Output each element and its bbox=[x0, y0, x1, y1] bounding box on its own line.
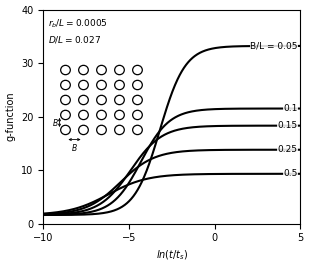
Text: 0.15: 0.15 bbox=[277, 121, 298, 130]
Y-axis label: g-function: g-function bbox=[6, 92, 15, 142]
Text: 0.1: 0.1 bbox=[283, 104, 298, 113]
Text: 0.25: 0.25 bbox=[278, 145, 298, 154]
Text: $r_b/L = 0.0005$: $r_b/L = 0.0005$ bbox=[48, 18, 108, 30]
Text: B/L = 0.05: B/L = 0.05 bbox=[250, 42, 298, 50]
X-axis label: $ln(t/t_s)$: $ln(t/t_s)$ bbox=[155, 249, 188, 262]
Text: $B$: $B$ bbox=[52, 117, 59, 128]
Text: $B$: $B$ bbox=[71, 142, 78, 153]
Text: 0.5: 0.5 bbox=[283, 169, 298, 178]
Text: $D/L = 0.027$: $D/L = 0.027$ bbox=[48, 34, 101, 45]
